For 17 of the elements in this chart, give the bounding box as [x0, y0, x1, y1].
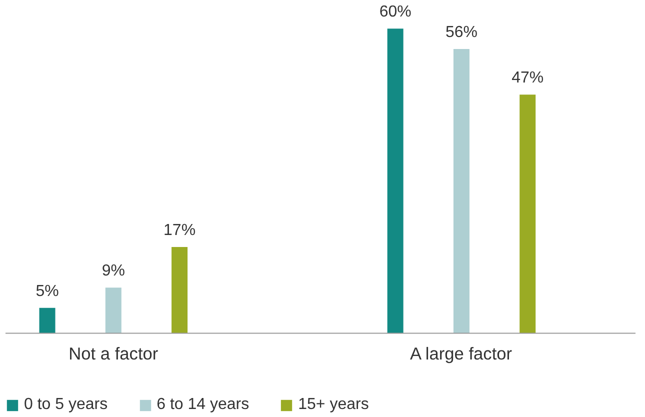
bar [520, 94, 536, 334]
bar [453, 48, 470, 334]
legend-label: 0 to 5 years [24, 396, 108, 414]
data-label: 47% [512, 70, 544, 87]
legend-label: 15+ years [298, 396, 369, 414]
data-label: 60% [379, 4, 412, 21]
data-label: 9% [102, 262, 125, 280]
data-label: 56% [445, 24, 478, 41]
data-label: 5% [36, 282, 59, 300]
bar [172, 246, 188, 334]
bar [387, 28, 404, 334]
legend-label: 6 to 14 years [156, 396, 250, 414]
bar [39, 308, 56, 334]
data-label: 17% [164, 222, 196, 239]
x-tick-label: Not a factor [68, 343, 158, 364]
bar [105, 288, 122, 334]
x-tick-label: A large factor [410, 343, 512, 364]
